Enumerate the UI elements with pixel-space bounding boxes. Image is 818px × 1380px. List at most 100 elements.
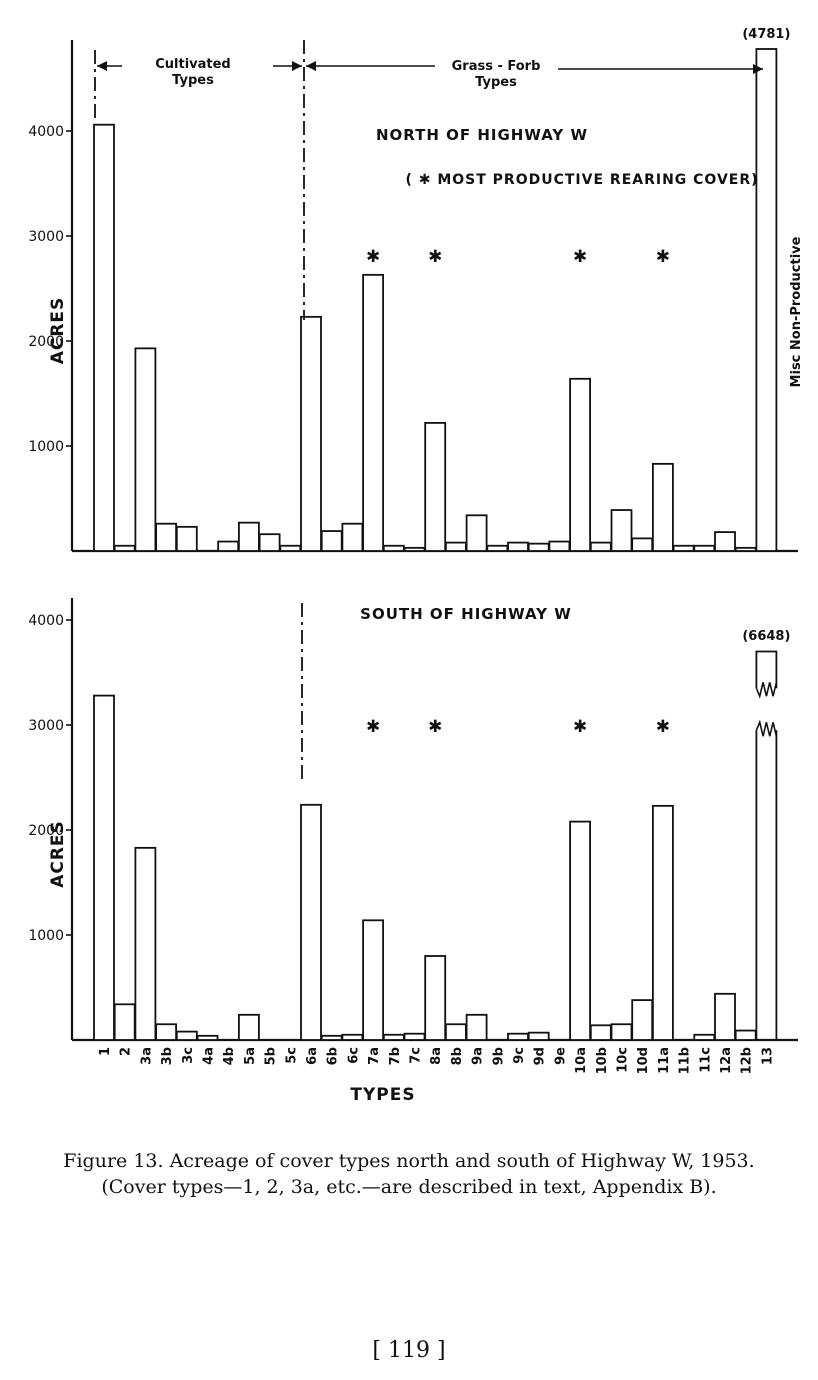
x-tick-label-1: 1 xyxy=(98,1047,113,1056)
star-marker-8a: ✱ xyxy=(428,717,442,737)
bar-1 xyxy=(93,123,115,552)
x-tick-label-10c: 10c xyxy=(616,1047,631,1073)
bar-2 xyxy=(113,544,136,552)
bar-7a xyxy=(362,919,385,1041)
x-tick-label-5c: 5c xyxy=(284,1047,299,1064)
star-marker-11a: ✱ xyxy=(656,717,670,737)
group-label-cultivated-line-1: Cultivated xyxy=(155,57,231,72)
bar-6c xyxy=(341,522,364,552)
axis-break-mark xyxy=(755,682,778,699)
cultivated-arrow-right-head xyxy=(292,61,302,71)
x-tick-label-10a: 10a xyxy=(574,1047,589,1074)
north-panel: 1000 2000 3000 4000 ACRES ✱ ✱ ✱ ✱ (4781) NORTH OF … xyxy=(28,27,804,780)
x-tick-label-11b: 11b xyxy=(678,1047,693,1074)
bar-9a xyxy=(465,514,488,552)
bar-8b xyxy=(444,1023,467,1041)
bar-7c xyxy=(403,1032,426,1041)
x-tick-label-3a: 3a xyxy=(139,1047,154,1065)
bar-10a xyxy=(569,377,591,552)
x-tick-label-4b: 4b xyxy=(222,1047,237,1065)
figure-caption-line-2: (Cover types—1, 2, 3a, etc.—are describe… xyxy=(101,1176,717,1198)
x-tick-label-13: 13 xyxy=(760,1047,775,1065)
bar-6b xyxy=(320,530,343,552)
figure-13-chart: 1000 2000 3000 4000 ACRES ✱ ✱ ✱ ✱ (4781) NORTH OF … xyxy=(28,27,804,1105)
bar-7c xyxy=(403,546,426,552)
star-marker-10a: ✱ xyxy=(573,247,587,267)
panel-subtitle: ( ✱ MOST PRODUCTIVE REARING COVER) xyxy=(405,172,758,188)
y-tick-label: 4000 xyxy=(28,124,64,140)
figure-caption-line-1: Figure 13. Acreage of cover types north … xyxy=(63,1150,755,1172)
x-tick-label-2: 2 xyxy=(119,1047,134,1056)
bar-8b xyxy=(444,541,467,552)
bar-3a xyxy=(134,347,157,552)
page-number: [ 119 ] xyxy=(372,1338,446,1363)
x-tick-label-11a: 11a xyxy=(657,1047,672,1074)
bar-10c xyxy=(610,1023,633,1041)
group-label-grass-forb-line-1: Grass - Forb xyxy=(452,59,541,74)
x-tick-label-6a: 6a xyxy=(305,1047,320,1065)
group-label-cultivated-line-2: Types xyxy=(172,73,214,88)
bar-4b xyxy=(217,540,240,552)
bar-9a xyxy=(465,1013,488,1041)
value-label-13: (4781) xyxy=(742,27,790,42)
x-tick-label-9b: 9b xyxy=(491,1047,506,1065)
x-tick-label-9a: 9a xyxy=(471,1047,486,1065)
bar-12b xyxy=(734,546,757,552)
bar-11c xyxy=(693,1033,716,1041)
x-tick-label-5b: 5b xyxy=(264,1047,279,1065)
x-tick-label-7a: 7a xyxy=(367,1047,382,1065)
x-tick-label-12b: 12b xyxy=(740,1047,755,1074)
bar-13-upper xyxy=(755,650,778,689)
bar-9c xyxy=(507,1032,529,1041)
x-tick-label-8b: 8b xyxy=(450,1047,465,1065)
bar-3b xyxy=(155,522,178,552)
bar-2 xyxy=(113,1003,136,1041)
bar-9d xyxy=(527,1031,550,1041)
bar-10d xyxy=(631,999,654,1041)
y-tick-label: 2000 xyxy=(28,823,64,839)
x-tick-label-6c: 6c xyxy=(346,1047,361,1064)
bar-5a xyxy=(237,1013,260,1041)
y-axis-title: ACRES xyxy=(48,297,68,365)
grass-forb-arrow-left-head xyxy=(306,61,316,71)
panel-title: SOUTH OF HIGHWAY W xyxy=(360,605,572,623)
star-marker-8a: ✱ xyxy=(428,247,442,267)
bar-11a xyxy=(652,804,674,1041)
x-tick-label-10b: 10b xyxy=(595,1047,610,1074)
y-tick-label: 2000 xyxy=(28,334,64,350)
bar-12a xyxy=(714,992,736,1041)
bar-9c xyxy=(507,541,529,552)
bar-9b xyxy=(486,544,509,552)
bar-6c xyxy=(341,1033,364,1041)
bar-6a xyxy=(300,803,322,1041)
bar-10c xyxy=(610,509,633,552)
bar-8a xyxy=(424,955,447,1041)
bar-12b xyxy=(734,1029,757,1041)
bar-3c xyxy=(175,1030,198,1041)
x-tick-label-11c: 11c xyxy=(698,1047,713,1073)
panel-title: NORTH OF HIGHWAY W xyxy=(376,126,588,144)
x-tick-label-12a: 12a xyxy=(719,1047,734,1074)
x-axis-title: TYPES xyxy=(350,1085,415,1105)
bar-5a xyxy=(237,521,260,552)
x-tick-label-9d: 9d xyxy=(533,1047,548,1065)
bar-13-lower xyxy=(755,730,778,1040)
bar-7b xyxy=(382,544,405,552)
bar-6b xyxy=(320,1034,343,1041)
star-marker-7a: ✱ xyxy=(366,247,380,267)
grass-forb-arrow-right-head xyxy=(753,64,763,74)
bar-7b xyxy=(382,1033,405,1041)
x-tick-label-9c: 9c xyxy=(512,1047,527,1064)
bar-10b xyxy=(589,1024,612,1041)
x-tick-label-3c: 3c xyxy=(181,1047,196,1064)
bar-11a xyxy=(652,462,674,552)
bar-annotation-misc-non-productive: Misc Non-Productive xyxy=(789,236,804,387)
bar-5c xyxy=(279,544,302,552)
x-tick-label-10d: 10d xyxy=(636,1047,651,1074)
bar-3c xyxy=(175,525,198,552)
bar-3a xyxy=(134,846,157,1041)
bar-4a xyxy=(196,1034,219,1041)
y-tick-label: 3000 xyxy=(28,229,64,245)
bar-6a xyxy=(300,315,322,552)
